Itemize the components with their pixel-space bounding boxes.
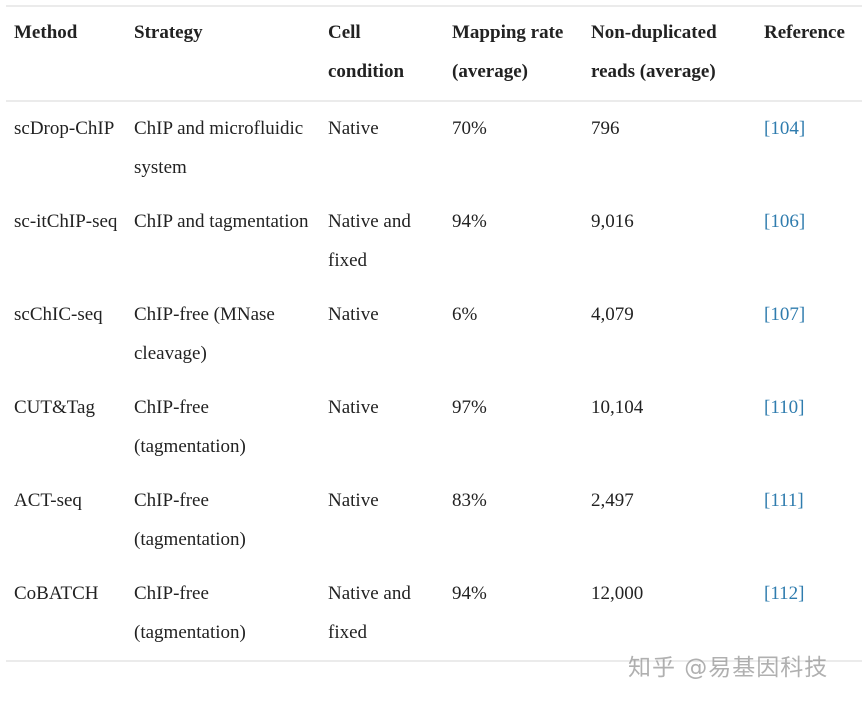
methods-table: Method Strategy Cell condition Mapping r… (6, 5, 862, 662)
cell-mapping: 70% (452, 118, 487, 139)
cell-strategy: ChIP and tagmentation (134, 211, 309, 232)
table-row: ACT-seq ChIP-free (tagmentation) Native 83%… (6, 474, 862, 567)
cell-condition: Native (328, 304, 379, 325)
cell-mapping: 83% (452, 490, 487, 511)
table-row: CUT&Tag ChIP-free (tagmentation) Native 97%… (6, 381, 862, 474)
cell-method: CoBATCH (14, 583, 99, 604)
cell-strategy: ChIP and microfluidic system (134, 118, 304, 178)
cell-condition: Native and fixed (328, 211, 411, 271)
header-strategy: Strategy (134, 22, 203, 43)
table-row: CoBATCH ChIP-free (tagmentation) Native an… (6, 567, 862, 661)
cell-ref: [110] (756, 381, 862, 474)
cell-ref: [111] (756, 474, 862, 567)
cell-mapping: 6% (452, 304, 478, 325)
header-cell-condition: Cell condition (328, 22, 405, 82)
cell-mapping: 94% (452, 583, 487, 604)
cell-ref: [104] (756, 101, 862, 195)
cell-ref: [107] (756, 288, 862, 381)
cell-strategy: ChIP-free (tagmentation) (134, 397, 246, 457)
reference-link[interactable]: [112] (764, 583, 805, 604)
cell-condition: Native (328, 397, 379, 418)
cell-ref: [106] (756, 195, 862, 288)
header-method: Method (14, 22, 78, 43)
cell-method: scDrop-ChIP (14, 118, 115, 139)
cell-mapping: 97% (452, 397, 487, 418)
cell-method: ACT-seq (14, 490, 82, 511)
reference-link[interactable]: [111] (764, 490, 804, 511)
header-mapping-rate: Mapping rate (average) (452, 22, 564, 82)
table-row: scDrop-ChIP ChIP and microfluidic system N… (6, 101, 862, 195)
cell-condition: Native and fixed (328, 583, 411, 643)
cell-reads: 796 (591, 118, 620, 139)
cell-condition: Native (328, 490, 379, 511)
reference-link[interactable]: [107] (764, 304, 806, 325)
cell-reads: 12,000 (591, 583, 644, 604)
reference-link[interactable]: [110] (764, 397, 805, 418)
header-non-duplicated-reads: Non-duplicated reads (average) (591, 22, 717, 82)
table-row: sc-itChIP-seq ChIP and tagmentation Native… (6, 195, 862, 288)
reference-link[interactable]: [106] (764, 211, 806, 232)
cell-reads: 9,016 (591, 211, 634, 232)
cell-method: CUT&Tag (14, 397, 95, 418)
cell-strategy: ChIP-free (tagmentation) (134, 490, 246, 550)
header-row: Method Strategy Cell condition Mapping r… (6, 6, 862, 101)
cell-ref: [112] (756, 567, 862, 661)
cell-condition: Native (328, 118, 379, 139)
table-row: scChIC-seq ChIP-free (MNase cleavage) Nati… (6, 288, 862, 381)
cell-strategy: ChIP-free (MNase cleavage) (134, 304, 275, 364)
cell-method: sc-itChIP-seq (14, 211, 118, 232)
cell-mapping: 94% (452, 211, 487, 232)
reference-link[interactable]: [104] (764, 118, 806, 139)
cell-strategy: ChIP-free (tagmentation) (134, 583, 246, 643)
watermark: 知乎 @易基因科技 (628, 655, 829, 681)
cell-reads: 4,079 (591, 304, 634, 325)
cell-method: scChIC-seq (14, 304, 103, 325)
header-reference: Reference (764, 22, 845, 43)
cell-reads: 2,497 (591, 490, 634, 511)
cell-reads: 10,104 (591, 397, 644, 418)
